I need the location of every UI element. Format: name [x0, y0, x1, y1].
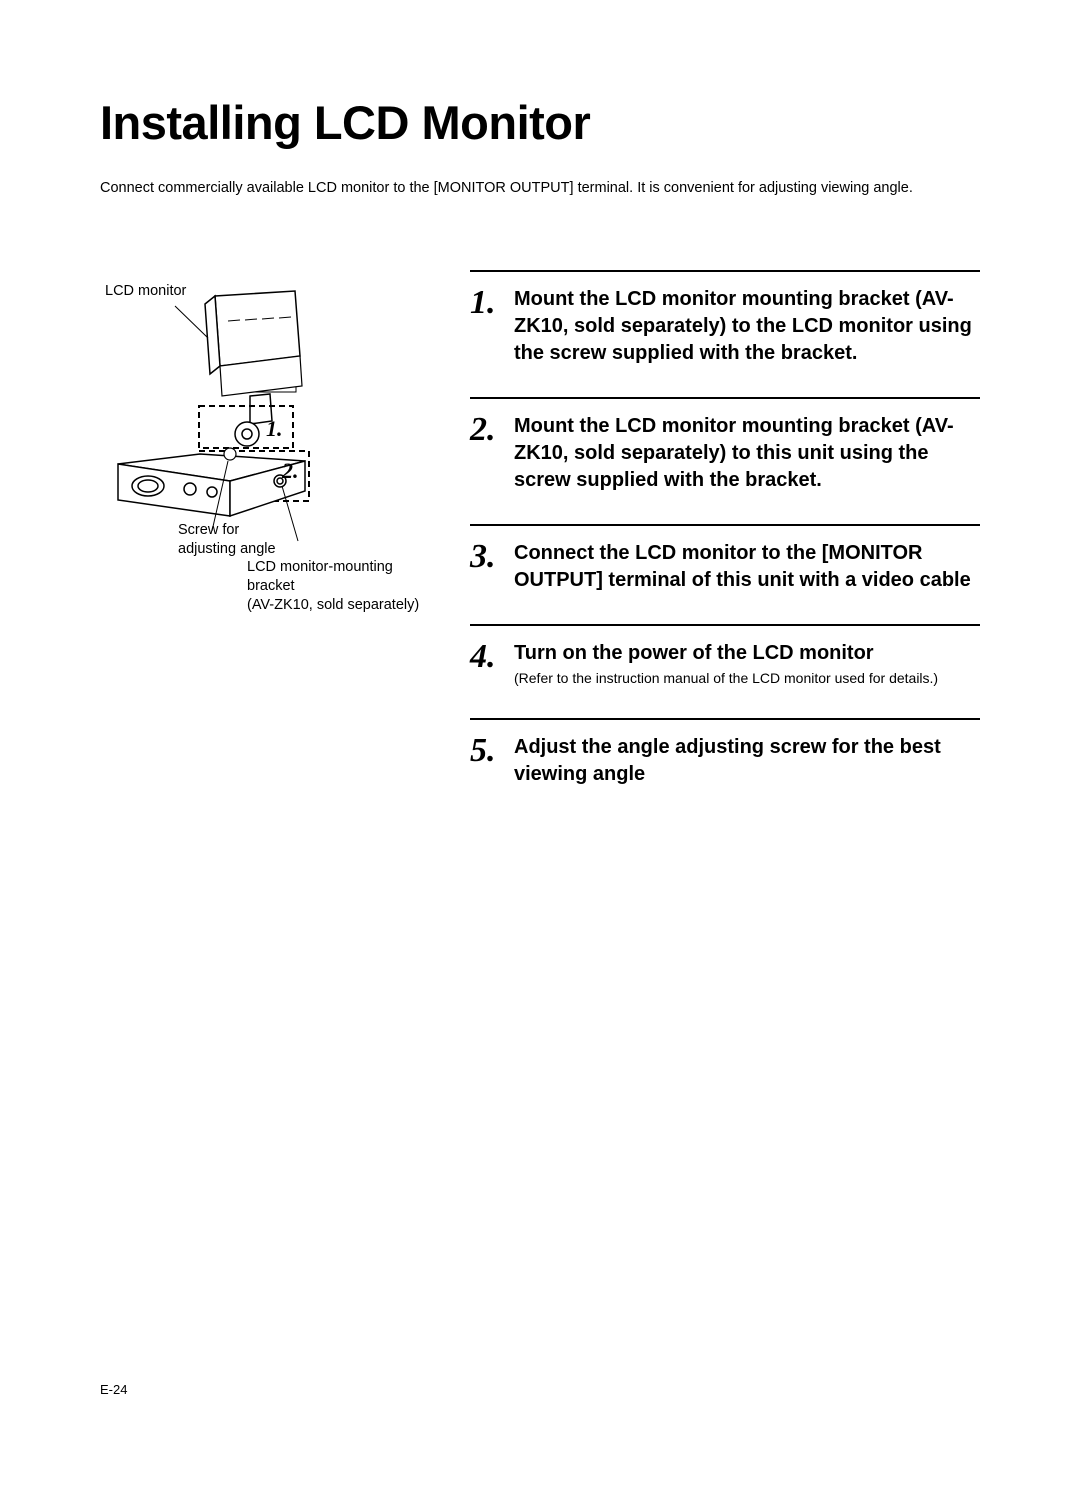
step-body: Mount the LCD monitor mounting bracket (… [514, 286, 980, 367]
step-number: 1. [470, 286, 500, 367]
step-3: 3. Connect the LCD monitor to the [MONIT… [470, 524, 980, 624]
step-heading: Turn on the power of the LCD monitor [514, 640, 980, 667]
label-text: LCD monitor-mounting [247, 559, 393, 575]
diagram-callout-1: 1. [266, 416, 283, 441]
step-number: 5. [470, 734, 500, 788]
step-heading: Mount the LCD monitor mounting bracket (… [514, 413, 980, 494]
step-note: (Refer to the instruction manual of the … [514, 669, 980, 689]
diagram-callout-2: 2. [281, 458, 299, 483]
label-text: Screw for [178, 522, 239, 538]
page-number: E-24 [100, 1382, 127, 1397]
label-text: adjusting angle [178, 541, 276, 557]
step-body: Adjust the angle adjusting screw for the… [514, 734, 980, 788]
step-number: 2. [470, 413, 500, 494]
step-body: Turn on the power of the LCD monitor (Re… [514, 640, 980, 689]
step-2: 2. Mount the LCD monitor mounting bracke… [470, 397, 980, 524]
step-heading: Mount the LCD monitor mounting bracket (… [514, 286, 980, 367]
label-lcd-monitor: LCD monitor [105, 282, 186, 301]
step-body: Mount the LCD monitor mounting bracket (… [514, 413, 980, 494]
page-title: Installing LCD Monitor [100, 95, 980, 150]
label-text: (AV-ZK10, sold separately) [247, 597, 419, 613]
step-4: 4. Turn on the power of the LCD monitor … [470, 624, 980, 719]
step-heading: Adjust the angle adjusting screw for the… [514, 734, 980, 788]
intro-paragraph: Connect commercially available LCD monit… [100, 178, 980, 200]
label-mounting-bracket: LCD monitor-mounting bracket (AV-ZK10, s… [247, 558, 419, 615]
label-text: bracket [247, 578, 295, 594]
step-number: 4. [470, 640, 500, 689]
step-5: 5. Adjust the angle adjusting screw for … [470, 718, 980, 818]
label-screw-adjusting: Screw for adjusting angle [178, 521, 276, 559]
step-body: Connect the LCD monitor to the [MONITOR … [514, 540, 980, 594]
step-number: 3. [470, 540, 500, 594]
installation-diagram: 1. 2. [100, 286, 390, 546]
step-1: 1. Mount the LCD monitor mounting bracke… [470, 270, 980, 397]
steps-column: 1. Mount the LCD monitor mounting bracke… [470, 270, 980, 819]
step-heading: Connect the LCD monitor to the [MONITOR … [514, 540, 980, 594]
